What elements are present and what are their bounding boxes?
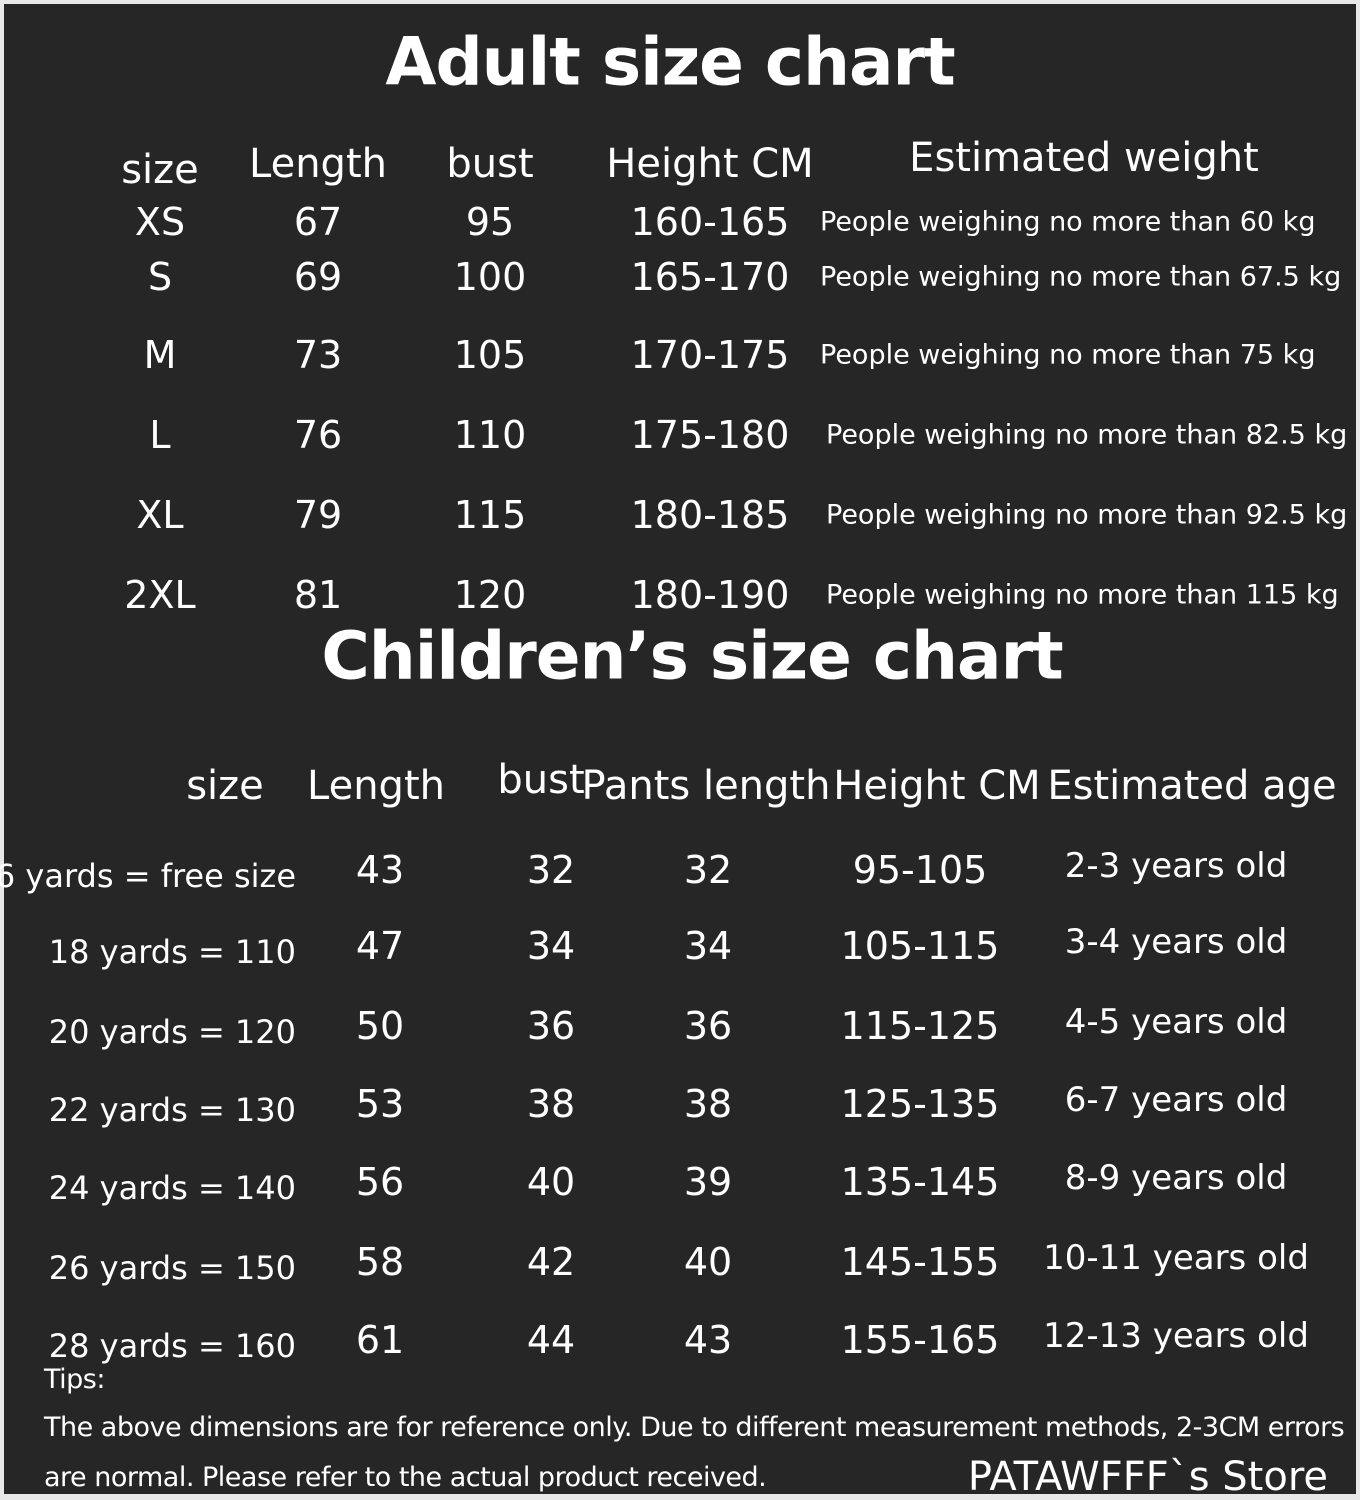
- adult-header-3: Height CM: [606, 141, 814, 187]
- children-cell: 40: [526, 1160, 576, 1204]
- tips-line-1: The above dimensions are for reference o…: [44, 1412, 1345, 1443]
- adult-cell: 67: [293, 200, 343, 244]
- adult-cell: 170-175: [630, 333, 790, 377]
- adult-cell-weight: People weighing no more than 67.5 kg: [820, 261, 1342, 293]
- adult-cell: 76: [293, 413, 343, 457]
- children-cell: 135-145: [840, 1160, 1000, 1204]
- children-header-0: size: [186, 763, 264, 809]
- children-cell: 43: [355, 848, 405, 892]
- adult-title: Adult size chart: [385, 23, 955, 101]
- children-cell: 39: [683, 1160, 733, 1204]
- children-cell: 155-165: [840, 1318, 1000, 1362]
- children-cell: 53: [355, 1082, 405, 1126]
- store-name: PATAWFFF`s Store: [967, 1454, 1328, 1500]
- children-cell-age: 12-13 years old: [1043, 1316, 1309, 1356]
- children-cell-age: 6-7 years old: [1064, 1080, 1288, 1120]
- children-cell: 36: [683, 1004, 733, 1048]
- tips-line-2: are normal. Please refer to the actual p…: [44, 1462, 767, 1493]
- children-header-2: bust: [497, 757, 585, 803]
- children-cell: 32: [683, 848, 733, 892]
- adult-cell-weight: People weighing no more than 115 kg: [826, 579, 1339, 611]
- children-cell-age: 10-11 years old: [1043, 1238, 1309, 1278]
- adult-cell: 175-180: [630, 413, 790, 457]
- children-cell: 40: [683, 1240, 733, 1284]
- children-cell: 43: [683, 1318, 733, 1362]
- adult-header-2: bust: [446, 141, 534, 187]
- adult-cell: 69: [293, 255, 343, 299]
- adult-cell: 180-185: [630, 493, 790, 537]
- children-cell: 44: [526, 1318, 576, 1362]
- children-cell: 47: [355, 924, 405, 968]
- children-cell: 56: [355, 1160, 405, 1204]
- adult-cell: 165-170: [630, 255, 790, 299]
- adult-cell: M: [143, 333, 177, 377]
- children-header-3: Pants length: [581, 763, 831, 809]
- adult-cell: 160-165: [630, 200, 790, 244]
- children-cell-size: 16 yards = free size: [0, 857, 296, 895]
- children-cell-size: 28 yards = 160: [48, 1327, 296, 1365]
- adult-cell: 73: [293, 333, 343, 377]
- children-header-1: Length: [307, 763, 445, 809]
- children-cell: 38: [683, 1082, 733, 1126]
- children-cell: 42: [526, 1240, 576, 1284]
- adult-cell: 115: [453, 493, 527, 537]
- children-cell: 115-125: [840, 1004, 1000, 1048]
- children-cell: 145-155: [840, 1240, 1000, 1284]
- adult-cell: 100: [453, 255, 527, 299]
- children-cell: 61: [355, 1318, 405, 1362]
- children-cell-size: 22 yards = 130: [48, 1091, 296, 1129]
- adult-cell-weight: People weighing no more than 75 kg: [820, 339, 1316, 371]
- adult-cell: 79: [293, 493, 343, 537]
- adult-cell: 95: [465, 200, 515, 244]
- children-cell-age: 3-4 years old: [1064, 922, 1288, 962]
- children-cell-age: 8-9 years old: [1064, 1158, 1288, 1198]
- children-cell: 125-135: [840, 1082, 1000, 1126]
- adult-cell: XS: [134, 200, 186, 244]
- children-cell: 38: [526, 1082, 576, 1126]
- children-cell-size: 18 yards = 110: [48, 933, 296, 971]
- adult-cell: S: [147, 255, 173, 299]
- children-cell-size: 26 yards = 150: [48, 1249, 296, 1287]
- children-cell: 95-105: [852, 848, 988, 892]
- adult-header-0: size: [121, 147, 199, 193]
- adult-cell-weight: People weighing no more than 92.5 kg: [826, 499, 1348, 531]
- size-chart-board: Adult size chart size Length bust Height CM…: [0, 4, 1356, 1500]
- adult-cell: 120: [453, 573, 527, 617]
- children-cell-age: 2-3 years old: [1064, 846, 1288, 886]
- children-title: Children’s size chart: [321, 617, 1063, 695]
- adult-cell: 2XL: [124, 573, 196, 617]
- children-cell: 32: [526, 848, 576, 892]
- children-cell-size: 24 yards = 140: [48, 1169, 296, 1207]
- adult-cell-weight: People weighing no more than 82.5 kg: [826, 419, 1348, 451]
- children-header-4: Height CM: [833, 763, 1041, 809]
- children-cell: 58: [355, 1240, 405, 1284]
- adult-cell: L: [149, 413, 171, 457]
- adult-cell: 180-190: [630, 573, 790, 617]
- adult-cell-weight: People weighing no more than 60 kg: [820, 206, 1316, 238]
- children-header-5: Estimated age: [1047, 763, 1337, 809]
- adult-cell: 110: [453, 413, 527, 457]
- adult-cell: XL: [136, 493, 184, 537]
- children-cell-size: 20 yards = 120: [48, 1013, 296, 1051]
- children-cell: 105-115: [840, 924, 1000, 968]
- children-cell: 36: [526, 1004, 576, 1048]
- adult-header-4: Estimated weight: [909, 135, 1259, 181]
- children-cell-age: 4-5 years old: [1064, 1002, 1288, 1042]
- children-cell: 34: [526, 924, 576, 968]
- adult-cell: 81: [293, 573, 343, 617]
- adult-header-1: Length: [249, 141, 387, 187]
- tips-label: Tips:: [44, 1364, 105, 1395]
- children-cell: 50: [355, 1004, 405, 1048]
- children-cell: 34: [683, 924, 733, 968]
- adult-cell: 105: [453, 333, 527, 377]
